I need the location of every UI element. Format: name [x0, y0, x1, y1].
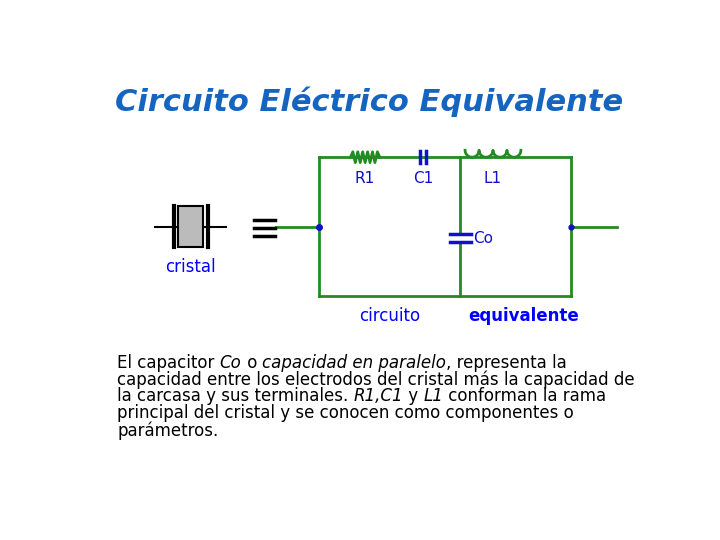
Text: C1: C1 [413, 171, 433, 186]
Text: cristal: cristal [166, 258, 216, 276]
Text: y: y [403, 387, 423, 406]
Text: circuito: circuito [359, 307, 420, 325]
Text: principal del cristal y se conocen como componentes o: principal del cristal y se conocen como … [117, 404, 574, 422]
Text: Co: Co [474, 231, 494, 246]
Text: Circuito Eléctrico Equivalente: Circuito Eléctrico Equivalente [115, 86, 623, 117]
Text: L1: L1 [423, 387, 444, 406]
Text: la carcasa y sus terminales.: la carcasa y sus terminales. [117, 387, 354, 406]
Bar [179, 206, 203, 247]
Text: capacidad en paralelo: capacidad en paralelo [262, 354, 446, 372]
Text: R1,C1: R1,C1 [354, 387, 403, 406]
Text: Co: Co [220, 354, 241, 372]
Text: , representa la: , representa la [446, 354, 567, 372]
Text: capacidad entre los electrodos del cristal más la capacidad de: capacidad entre los electrodos del crist… [117, 370, 635, 389]
Text: R1: R1 [355, 171, 375, 186]
Text: L1: L1 [484, 171, 502, 186]
Text: conforman la rama: conforman la rama [444, 387, 607, 406]
Text: parámetros.: parámetros. [117, 421, 218, 440]
Text: El capacitor: El capacitor [117, 354, 220, 372]
Text: o: o [241, 354, 262, 372]
Text: equivalente: equivalente [468, 307, 579, 325]
